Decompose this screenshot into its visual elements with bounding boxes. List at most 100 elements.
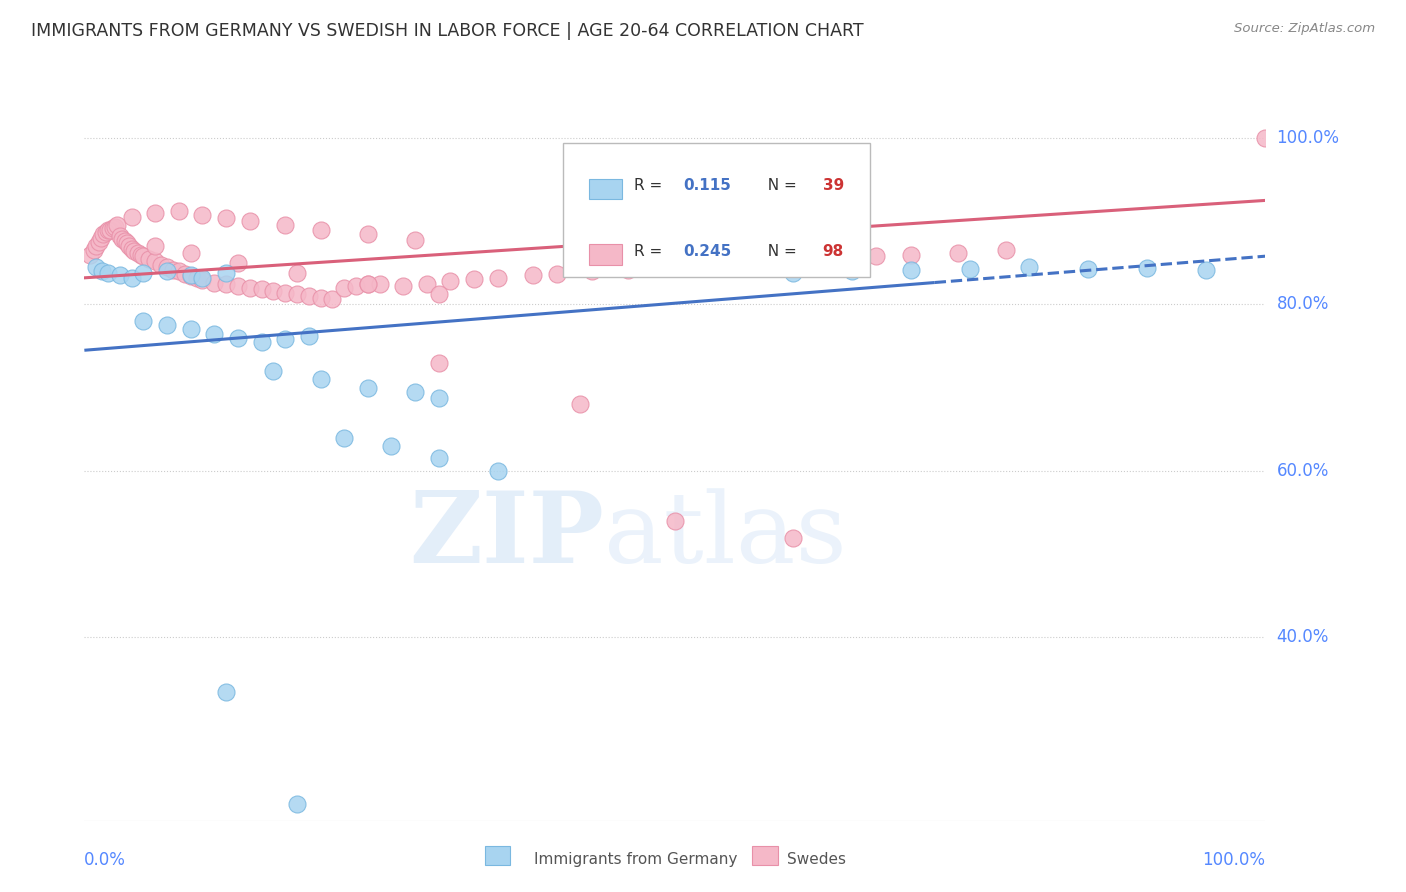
Point xyxy=(959,261,981,276)
Point xyxy=(202,276,225,290)
Point xyxy=(180,268,202,283)
Point xyxy=(191,208,214,222)
Point xyxy=(129,247,152,261)
Text: N =: N = xyxy=(758,244,801,259)
Text: 60.0%: 60.0% xyxy=(1277,462,1329,480)
Point xyxy=(581,264,603,278)
Point xyxy=(91,227,114,241)
Point xyxy=(380,439,402,453)
Text: 0.115: 0.115 xyxy=(683,178,731,194)
Point xyxy=(333,431,356,445)
Bar xyxy=(589,178,621,200)
Point xyxy=(546,267,568,281)
Point xyxy=(664,260,686,274)
Point xyxy=(333,281,356,295)
Point xyxy=(150,258,173,272)
Point xyxy=(486,270,509,285)
Point xyxy=(298,289,321,303)
Point xyxy=(298,329,321,343)
Point xyxy=(239,281,262,295)
Text: Immigrants from Germany: Immigrants from Germany xyxy=(534,852,738,867)
Text: 100.0%: 100.0% xyxy=(1202,851,1265,869)
Point xyxy=(309,222,332,236)
Point xyxy=(226,279,249,293)
Point xyxy=(121,210,143,224)
Text: ZIP: ZIP xyxy=(409,487,605,584)
Point xyxy=(215,277,238,292)
Point xyxy=(357,277,380,291)
Point xyxy=(664,514,686,528)
Point xyxy=(191,270,214,285)
Point xyxy=(127,245,149,260)
Point xyxy=(156,264,179,278)
Point xyxy=(782,266,804,280)
Point xyxy=(427,391,450,405)
Text: 39: 39 xyxy=(823,178,844,194)
Point xyxy=(132,249,155,263)
Point xyxy=(215,684,238,698)
Text: 40.0%: 40.0% xyxy=(1277,629,1329,647)
Point xyxy=(215,266,238,280)
Point xyxy=(84,260,107,274)
Point xyxy=(91,264,114,278)
Point xyxy=(79,247,101,261)
Point xyxy=(114,234,136,248)
Point xyxy=(1136,260,1159,275)
Point xyxy=(900,262,922,277)
Point xyxy=(121,270,143,285)
Text: atlas: atlas xyxy=(605,488,846,583)
Point xyxy=(262,364,284,378)
Point xyxy=(173,267,195,281)
Point xyxy=(1254,131,1277,145)
Point xyxy=(817,252,839,266)
Point xyxy=(162,262,184,277)
Point xyxy=(392,279,415,293)
Text: N =: N = xyxy=(758,178,801,194)
Point xyxy=(427,451,450,466)
Point xyxy=(156,318,179,333)
Point xyxy=(122,244,145,259)
Point xyxy=(107,219,129,233)
Point xyxy=(357,381,380,395)
Point xyxy=(191,273,214,287)
Point xyxy=(97,223,120,237)
Point xyxy=(104,220,127,235)
Point xyxy=(274,333,297,347)
Point xyxy=(239,214,262,228)
Point xyxy=(321,292,343,306)
Point xyxy=(344,279,367,293)
Point xyxy=(250,334,273,349)
Point xyxy=(108,268,131,283)
Point xyxy=(1077,261,1099,276)
Point xyxy=(132,314,155,328)
Point xyxy=(101,220,124,235)
Text: 0.0%: 0.0% xyxy=(84,851,127,869)
Point xyxy=(900,247,922,261)
Point xyxy=(309,372,332,386)
Bar xyxy=(589,244,621,265)
Point xyxy=(186,270,208,285)
Text: Source: ZipAtlas.com: Source: ZipAtlas.com xyxy=(1234,22,1375,36)
Point xyxy=(416,277,439,291)
Text: IMMIGRANTS FROM GERMANY VS SWEDISH IN LABOR FORCE | AGE 20-64 CORRELATION CHART: IMMIGRANTS FROM GERMANY VS SWEDISH IN LA… xyxy=(31,22,863,40)
Text: 98: 98 xyxy=(823,244,844,259)
Point xyxy=(782,531,804,545)
Point xyxy=(118,239,141,253)
Point xyxy=(569,397,592,411)
Text: 80.0%: 80.0% xyxy=(1277,295,1329,313)
Point xyxy=(94,225,117,239)
Point xyxy=(357,277,380,292)
Point xyxy=(226,331,249,345)
Point xyxy=(357,227,380,241)
Point xyxy=(97,266,120,280)
Point xyxy=(486,464,509,478)
Point xyxy=(865,249,887,263)
Point xyxy=(948,245,970,260)
Text: R =: R = xyxy=(634,178,666,194)
Point xyxy=(522,268,544,283)
Point xyxy=(180,269,202,284)
Point xyxy=(215,211,238,225)
Bar xyxy=(485,846,510,865)
Point xyxy=(167,204,190,219)
Point xyxy=(427,356,450,370)
